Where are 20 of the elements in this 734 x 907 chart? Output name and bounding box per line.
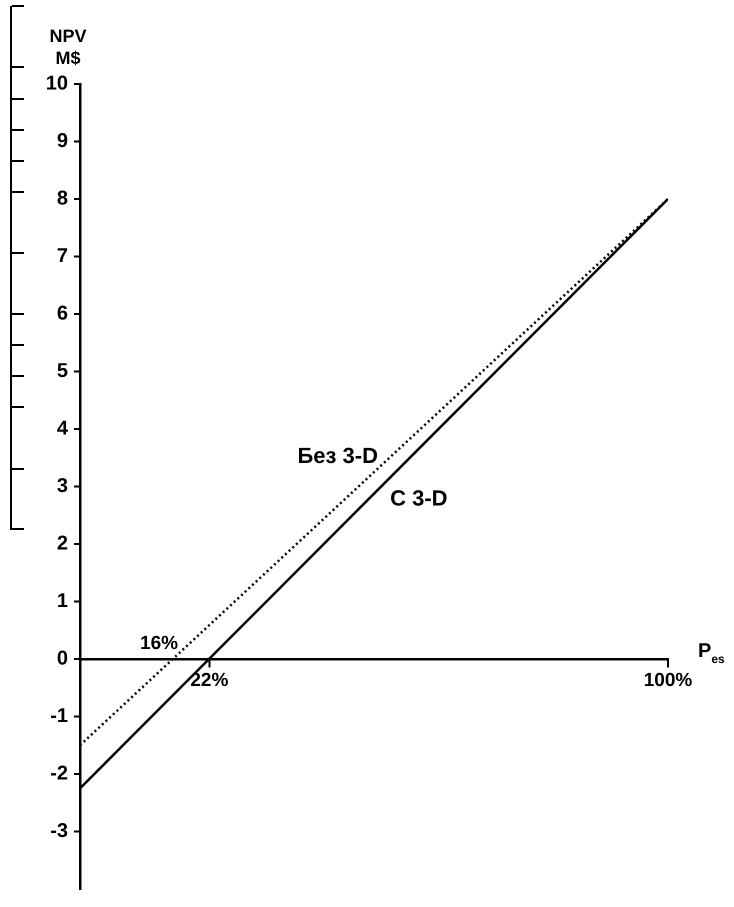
x-tick-label: 22% (190, 670, 228, 691)
y-tick-label: 9 (56, 130, 68, 152)
annotation: 16% (140, 633, 178, 654)
y-tick-label: 6 (56, 302, 68, 325)
y-tick-label: 5 (56, 360, 68, 382)
y-tick-label: 2 (56, 532, 68, 555)
y-tick-label: 0 (56, 648, 68, 670)
y-tick-label: 3 (56, 475, 68, 498)
y-tick-label: -3 (50, 820, 68, 842)
series-label: С 3-D (390, 486, 448, 511)
series-label: Без 3-D (297, 442, 378, 468)
y-tick-label: -2 (50, 762, 68, 785)
x-tick-label: 100% (644, 670, 692, 691)
y-axis-title: NPV M$ (49, 26, 87, 68)
y-tick-label: 4 (56, 418, 69, 440)
y-tick-label: 10 (46, 72, 68, 95)
y-tick-label: 1 (56, 590, 68, 612)
y-tick-label: -1 (50, 705, 68, 728)
y-tick-label: 7 (56, 245, 68, 268)
y-tick-label: 8 (56, 188, 68, 210)
